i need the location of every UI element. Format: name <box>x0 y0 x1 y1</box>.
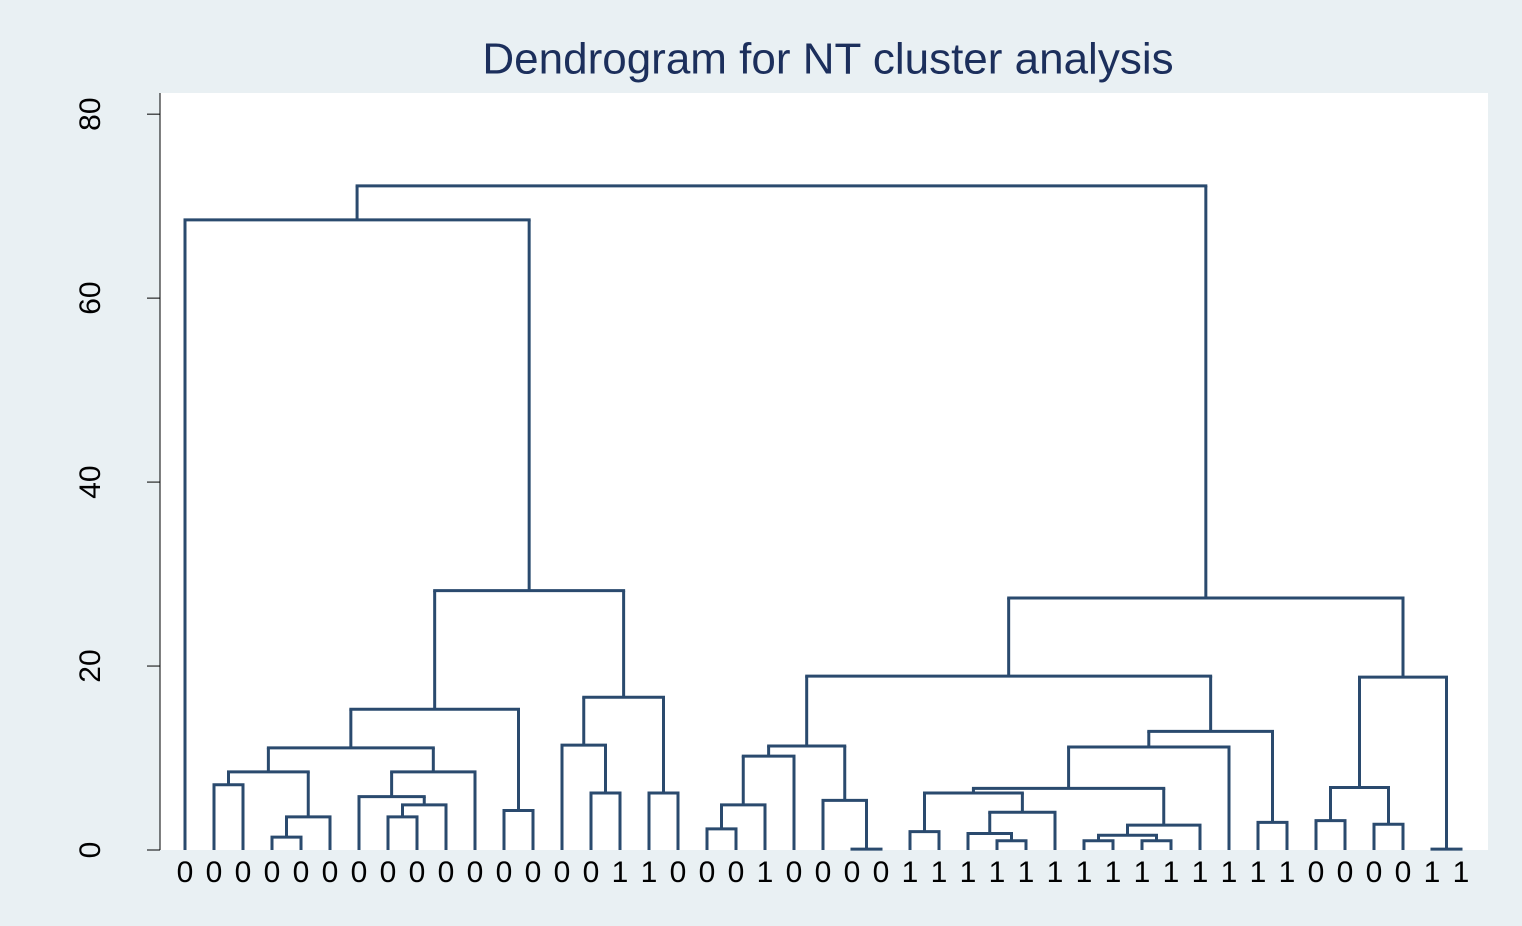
leaf-label: 1 <box>1076 856 1093 889</box>
leaf-label: 0 <box>467 856 484 889</box>
leaf-label: 1 <box>1134 856 1151 889</box>
leaf-label: 0 <box>583 856 600 889</box>
y-tick-label: 20 <box>74 649 107 682</box>
leaf-label: 0 <box>264 856 281 889</box>
leaf-label: 1 <box>989 856 1006 889</box>
leaf-label: 0 <box>235 856 252 889</box>
leaf-label: 1 <box>1018 856 1035 889</box>
leaf-label: 0 <box>351 856 368 889</box>
leaf-label: 0 <box>1308 856 1325 889</box>
y-tick-label: 80 <box>74 97 107 130</box>
leaf-label: 1 <box>1453 856 1470 889</box>
leaf-label: 0 <box>1337 856 1354 889</box>
leaf-label: 1 <box>960 856 977 889</box>
chart-title: Dendrogram for NT cluster analysis <box>482 35 1173 84</box>
leaf-label: 0 <box>1366 856 1383 889</box>
leaf-label: 1 <box>1192 856 1209 889</box>
leaf-label: 1 <box>1047 856 1064 889</box>
leaf-label: 1 <box>902 856 919 889</box>
leaf-label: 1 <box>757 856 774 889</box>
leaf-label: 1 <box>1105 856 1122 889</box>
leaf-label: 1 <box>931 856 948 889</box>
y-tick-label: 0 <box>74 842 107 859</box>
leaf-label: 0 <box>409 856 426 889</box>
plot-area <box>160 93 1488 850</box>
leaf-label: 1 <box>1250 856 1267 889</box>
leaf-label: 0 <box>873 856 890 889</box>
leaf-label: 0 <box>815 856 832 889</box>
leaf-label: 0 <box>206 856 223 889</box>
leaf-label: 0 <box>670 856 687 889</box>
leaf-label: 0 <box>293 856 310 889</box>
leaf-label: 0 <box>438 856 455 889</box>
leaf-label: 1 <box>612 856 629 889</box>
leaf-label: 0 <box>728 856 745 889</box>
leaf-label: 1 <box>1221 856 1238 889</box>
leaf-label: 0 <box>844 856 861 889</box>
leaf-label: 0 <box>380 856 397 889</box>
leaf-label: 1 <box>641 856 658 889</box>
leaf-label: 1 <box>1424 856 1441 889</box>
leaf-label: 0 <box>496 856 513 889</box>
y-tick-label: 40 <box>74 465 107 498</box>
leaf-label: 0 <box>1395 856 1412 889</box>
leaf-label: 1 <box>1163 856 1180 889</box>
leaf-label: 0 <box>177 856 194 889</box>
leaf-label: 1 <box>1279 856 1296 889</box>
leaf-label: 0 <box>786 856 803 889</box>
leaf-label: 0 <box>525 856 542 889</box>
y-tick-label: 60 <box>74 281 107 314</box>
leaf-label: 0 <box>699 856 716 889</box>
leaf-label: 0 <box>554 856 571 889</box>
leaf-label: 0 <box>322 856 339 889</box>
